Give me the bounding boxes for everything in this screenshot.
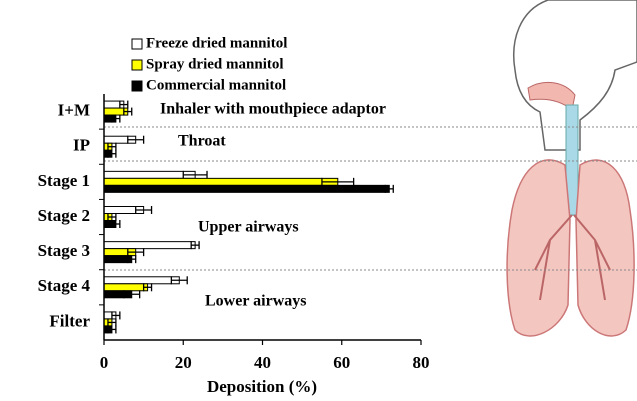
legend-swatch <box>132 60 142 70</box>
annotation: Upper airways <box>198 219 299 236</box>
x-tick-label: 40 <box>254 353 271 372</box>
x-axis-title: Deposition (%) <box>207 377 317 396</box>
x-tick-label: 60 <box>333 353 350 372</box>
legend-label: Freeze dried mannitol <box>146 35 287 51</box>
respiratory-illustration <box>507 0 637 336</box>
legend-label: Commercial mannitol <box>146 77 286 93</box>
x-tick-label: 80 <box>413 353 430 372</box>
x-tick-label: 0 <box>100 353 109 372</box>
legend-swatch <box>132 81 142 91</box>
x-tick-label: 20 <box>175 353 192 372</box>
bar <box>104 185 389 192</box>
annotation: Lower airways <box>205 293 306 310</box>
y-tick-label: IP <box>73 136 90 155</box>
bar <box>104 284 148 291</box>
annotation: Inhaler with mouthpiece adaptor <box>160 101 386 118</box>
annotation: Throat <box>178 133 226 150</box>
bar <box>104 171 195 178</box>
y-tick-label: Stage 1 <box>38 171 90 190</box>
bar <box>104 178 338 185</box>
legend-swatch <box>132 39 142 49</box>
y-tick-label: Stage 2 <box>38 206 90 225</box>
y-tick-label: I+M <box>58 100 90 119</box>
y-tick-label: Stage 3 <box>38 241 90 260</box>
bar <box>104 277 179 284</box>
bar <box>104 242 195 249</box>
y-tick-label: Stage 4 <box>38 276 91 295</box>
chart: Inhaler with mouthpiece adaptor Throat U… <box>0 0 637 401</box>
legend-label: Spray dried mannitol <box>146 56 284 72</box>
y-tick-label: Filter <box>49 311 90 330</box>
